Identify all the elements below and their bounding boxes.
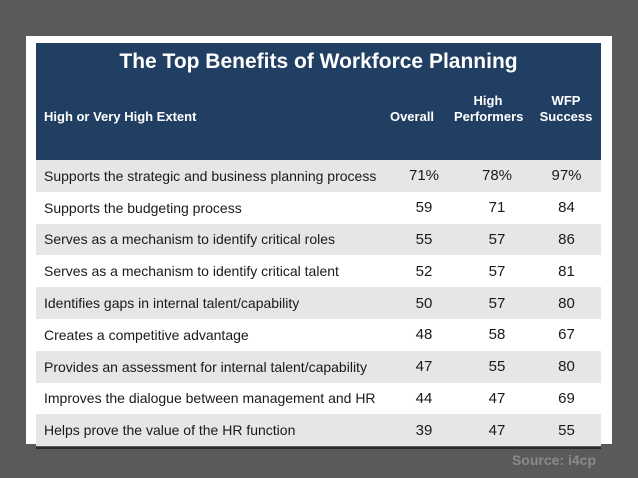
wfp-success-cell: 69 xyxy=(558,389,575,407)
high-performers-header-line1: High xyxy=(473,93,503,108)
table-row: Supports the budgeting process 59 71 84 xyxy=(36,192,601,224)
row-label-cell: Creates a competitive advantage xyxy=(44,326,249,343)
high-performers-column-header: High Performers xyxy=(454,93,524,125)
table-row: Supports the strategic and business plan… xyxy=(36,160,601,192)
row-label-cell: Supports the budgeting process xyxy=(44,199,242,216)
table-card: The Top Benefits of Workforce Planning H… xyxy=(26,36,612,468)
row-label-cell: Serves as a mechanism to identify critic… xyxy=(44,263,339,280)
high-performers-cell: 57 xyxy=(488,230,506,248)
high-performers-cell: 71 xyxy=(488,199,506,217)
overall-cell: 71% xyxy=(408,167,440,185)
row-label-cell: Provides an assessment for internal tale… xyxy=(44,358,367,375)
wfp-success-column-header: WFP Success xyxy=(538,93,594,125)
table-body: Supports the strategic and business plan… xyxy=(36,160,601,447)
high-performers-cell: 78% xyxy=(481,167,513,185)
table-row: Serves as a mechanism to identify critic… xyxy=(36,255,601,287)
wfp-success-header-line2: Success xyxy=(539,109,593,124)
wfp-success-cell: 84 xyxy=(558,199,575,217)
overall-cell: 47 xyxy=(415,358,433,376)
wfp-success-cell: 55 xyxy=(558,421,575,439)
table-row: Improves the dialogue between management… xyxy=(36,383,601,415)
wfp-success-cell: 80 xyxy=(558,294,575,312)
row-label-cell: Serves as a mechanism to identify critic… xyxy=(44,231,335,248)
row-label-cell: Improves the dialogue between management… xyxy=(44,390,376,407)
table-row: Identifies gaps in internal talent/capab… xyxy=(36,287,601,319)
overall-cell: 59 xyxy=(415,199,433,217)
row-label-cell: Helps prove the value of the HR function xyxy=(44,422,296,439)
high-performers-cell: 57 xyxy=(488,294,506,312)
overall-cell: 44 xyxy=(415,389,433,407)
table-header: The Top Benefits of Workforce Planning H… xyxy=(36,43,601,160)
high-performers-cell: 47 xyxy=(488,389,506,407)
wfp-success-cell: 97% xyxy=(551,167,582,185)
table-row: Provides an assessment for internal tale… xyxy=(36,350,601,383)
wfp-success-cell: 67 xyxy=(558,326,575,344)
wfp-success-cell: 80 xyxy=(558,358,575,376)
wfp-success-header-line1: WFP xyxy=(551,93,581,108)
overall-column-header: Overall xyxy=(389,109,435,124)
table-row: Helps prove the value of the HR function… xyxy=(36,414,601,447)
overall-cell: 52 xyxy=(415,262,433,280)
high-performers-header-line2: Performers xyxy=(454,109,524,124)
wfp-success-cell: 81 xyxy=(558,262,575,280)
row-label-cell: Identifies gaps in internal talent/capab… xyxy=(44,295,300,312)
high-performers-cell: 57 xyxy=(488,262,506,280)
bottom-rule xyxy=(36,447,601,450)
high-performers-cell: 47 xyxy=(488,421,506,439)
overall-cell: 55 xyxy=(415,230,433,248)
wfp-success-cell: 86 xyxy=(558,230,575,248)
overall-cell: 50 xyxy=(415,294,433,312)
source-note: Source: i4cp xyxy=(511,452,596,469)
table-title: The Top Benefits of Workforce Planning xyxy=(119,50,518,73)
table-row: Creates a competitive advantage 48 58 67 xyxy=(36,319,601,351)
overall-cell: 48 xyxy=(415,326,433,344)
high-performers-cell: 58 xyxy=(488,326,506,344)
row-label-header: High or Very High Extent xyxy=(44,109,197,124)
row-label-cell: Supports the strategic and business plan… xyxy=(44,167,377,184)
high-performers-cell: 55 xyxy=(488,358,506,376)
overall-cell: 39 xyxy=(415,421,433,439)
table-row: Serves as a mechanism to identify critic… xyxy=(36,223,601,256)
